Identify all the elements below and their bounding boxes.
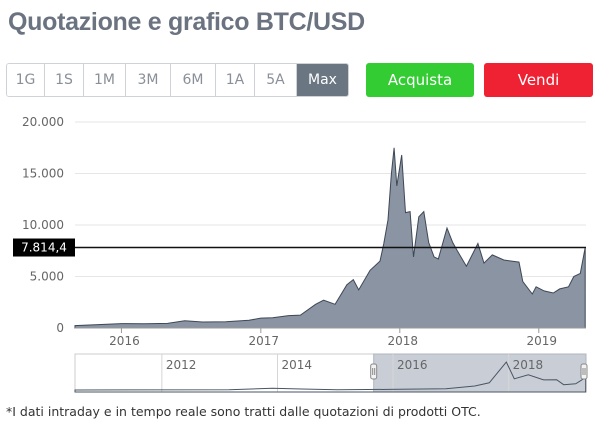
sell-button[interactable]: Vendi bbox=[484, 63, 593, 97]
y-tick-label: 15.000 bbox=[22, 167, 64, 181]
range-selector: 1G 1S 1M 3M 6M 1A 5A Max bbox=[6, 63, 349, 97]
buy-button[interactable]: Acquista bbox=[366, 63, 474, 97]
current-price-badge bbox=[13, 238, 75, 257]
navigator-tick-label: 2014 bbox=[282, 358, 313, 372]
range-1s-button[interactable]: 1S bbox=[45, 64, 84, 96]
y-tick-label: 5.000 bbox=[30, 270, 64, 284]
range-3m-button[interactable]: 3M bbox=[126, 64, 171, 96]
navigator-left-handle[interactable] bbox=[370, 363, 378, 380]
y-tick-label: 0 bbox=[56, 321, 64, 335]
x-tick-label: 2018 bbox=[388, 334, 419, 348]
y-tick-label: 20.000 bbox=[22, 115, 64, 129]
y-tick-label: 10.000 bbox=[22, 218, 64, 232]
navigator-right-handle[interactable] bbox=[580, 363, 588, 380]
range-max-button[interactable]: Max bbox=[297, 64, 348, 96]
range-1g-button[interactable]: 1G bbox=[7, 64, 45, 96]
page-title: Quotazione e grafico BTC/USD bbox=[8, 8, 365, 36]
range-6m-button[interactable]: 6M bbox=[171, 64, 216, 96]
range-1m-button[interactable]: 1M bbox=[84, 64, 126, 96]
current-price-label: 7.814,4 bbox=[21, 241, 67, 255]
navigator-tick-label: 2018 bbox=[513, 358, 544, 372]
range-5a-button[interactable]: 5A bbox=[255, 64, 297, 96]
footnote: *I dati intraday e in tempo reale sono t… bbox=[6, 404, 481, 419]
navigator-tick-label: 2012 bbox=[166, 358, 197, 372]
range-1a-button[interactable]: 1A bbox=[216, 64, 255, 96]
price-chart: 0 5.000 10.000 15.000 20.000 2016 2017 2018 2019… bbox=[13, 115, 588, 393]
x-tick-label: 2016 bbox=[109, 334, 140, 348]
navigator-tick-label: 2016 bbox=[397, 358, 428, 372]
navigator-series bbox=[74, 361, 587, 393]
x-tick-label: 2017 bbox=[249, 334, 280, 348]
price-area-series bbox=[74, 147, 586, 329]
x-tick-label: 2019 bbox=[527, 334, 558, 348]
